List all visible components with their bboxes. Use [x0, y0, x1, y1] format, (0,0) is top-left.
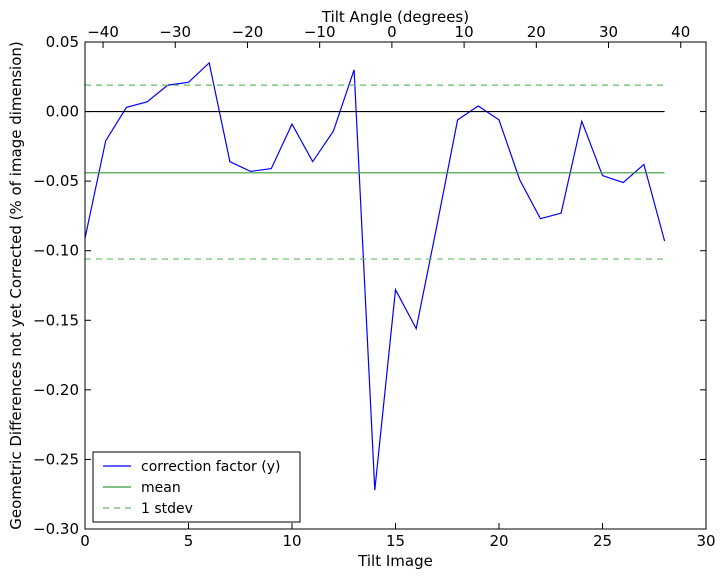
legend-label: 1 stdev [141, 501, 193, 517]
x-tick-label: 15 [386, 532, 405, 550]
y-tick-label: −0.20 [33, 381, 79, 399]
top-x-axis-title: Tilt Angle (degrees) [321, 8, 469, 26]
legend-label: mean [141, 480, 181, 496]
y-tick-label: −0.05 [33, 172, 79, 190]
x-tick-label: 5 [184, 532, 194, 550]
x-tick-label: 30 [696, 532, 715, 550]
top-x-tick-label: 40 [671, 23, 690, 41]
top-x-tick-label: −30 [159, 23, 191, 41]
y-tick-label: 0.05 [46, 33, 79, 51]
x-axis-title: Tilt Image [357, 552, 433, 570]
top-x-tick-label: −40 [87, 23, 119, 41]
ticks-layer: 0 5 10 15 20 25 30 −40 −30 −20 −10 0 10 20 30 40 0.05 0.0… [33, 23, 716, 550]
legend: correction factor (y) mean 1 stdev [92, 451, 301, 523]
x-tick-label: 20 [489, 532, 508, 550]
x-tick-label: 10 [282, 532, 301, 550]
top-x-tick-label: 0 [387, 23, 397, 41]
series-layer [84, 61, 666, 491]
y-tick-label: −0.10 [33, 242, 79, 260]
top-x-tick-label: −10 [304, 23, 336, 41]
y-tick-label: −0.30 [33, 520, 79, 538]
y-axis-title: Geometric Differences not yet Corrected … [7, 41, 25, 530]
series-line-0 [84, 61, 666, 491]
y-tick-label: −0.25 [33, 450, 79, 468]
legend-label: correction factor (y) [141, 459, 280, 475]
top-x-tick-label: −20 [232, 23, 264, 41]
y-tick-label: 0.00 [46, 103, 79, 121]
y-tick-label: −0.15 [33, 311, 79, 329]
top-x-tick-label: 30 [599, 23, 618, 41]
top-x-tick-label: 20 [527, 23, 546, 41]
x-tick-label: 25 [593, 532, 612, 550]
x-tick-label: 0 [80, 532, 90, 550]
top-x-tick-label: 10 [455, 23, 474, 41]
